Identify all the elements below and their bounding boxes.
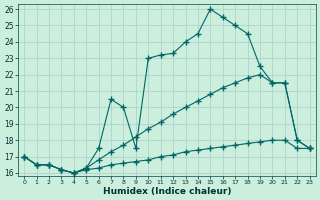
X-axis label: Humidex (Indice chaleur): Humidex (Indice chaleur) xyxy=(103,187,231,196)
